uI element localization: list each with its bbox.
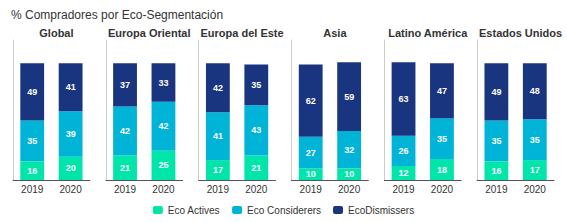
svg-text:21: 21 (120, 163, 130, 173)
svg-text:16: 16 (27, 166, 37, 176)
svg-text:47: 47 (437, 86, 447, 96)
svg-text:63: 63 (399, 94, 409, 104)
svg-text:41: 41 (213, 131, 223, 141)
svg-text:25: 25 (158, 160, 168, 170)
svg-text:32: 32 (344, 145, 354, 155)
svg-text:62: 62 (306, 96, 316, 106)
svg-text:Global: Global (39, 27, 73, 39)
svg-text:39: 39 (66, 129, 76, 139)
svg-text:2019: 2019 (114, 184, 137, 195)
svg-text:35: 35 (491, 136, 501, 146)
svg-text:42: 42 (158, 121, 168, 131)
svg-text:48: 48 (530, 86, 540, 96)
svg-text:35: 35 (27, 136, 37, 146)
svg-text:49: 49 (27, 87, 37, 97)
svg-text:43: 43 (251, 125, 261, 135)
svg-text:35: 35 (251, 80, 261, 90)
svg-text:2020: 2020 (338, 184, 361, 195)
svg-text:33: 33 (158, 78, 168, 88)
svg-text:Eco Actives: Eco Actives (168, 205, 220, 216)
svg-text:2019: 2019 (21, 184, 44, 195)
svg-text:2020: 2020 (152, 184, 175, 195)
svg-text:42: 42 (213, 83, 223, 93)
svg-text:12: 12 (399, 168, 409, 178)
svg-text:Asia: Asia (323, 27, 347, 39)
svg-text:2019: 2019 (300, 184, 323, 195)
svg-text:2019: 2019 (392, 184, 415, 195)
svg-text:2020: 2020 (431, 184, 454, 195)
svg-text:2019: 2019 (485, 184, 508, 195)
svg-text:Europa Oriental: Europa Oriental (108, 27, 191, 39)
svg-text:27: 27 (306, 148, 316, 158)
svg-text:2020: 2020 (60, 184, 83, 195)
svg-text:59: 59 (344, 92, 354, 102)
svg-text:Latino América: Latino América (388, 27, 468, 39)
svg-text:41: 41 (66, 82, 76, 92)
svg-text:2020: 2020 (245, 184, 268, 195)
svg-text:17: 17 (213, 165, 223, 175)
svg-text:17: 17 (530, 165, 540, 175)
svg-text:35: 35 (437, 134, 447, 144)
svg-text:2019: 2019 (207, 184, 230, 195)
svg-text:18: 18 (437, 165, 447, 175)
svg-text:10: 10 (344, 169, 354, 179)
svg-text:Eco Considerers: Eco Considerers (247, 205, 321, 216)
svg-text:Estados Unidos: Estados Unidos (479, 27, 562, 39)
svg-text:Europa del Este: Europa del Este (201, 27, 284, 39)
svg-text:EcoDismissers: EcoDismissers (348, 205, 414, 216)
svg-text:% Compradores por Eco-Segmenta: % Compradores por Eco-Segmentación (11, 8, 223, 22)
svg-text:26: 26 (399, 146, 409, 156)
svg-text:2020: 2020 (524, 184, 547, 195)
svg-text:42: 42 (120, 126, 130, 136)
svg-text:35: 35 (530, 135, 540, 145)
svg-text:10: 10 (306, 169, 316, 179)
svg-text:21: 21 (251, 163, 261, 173)
svg-text:16: 16 (491, 166, 501, 176)
svg-text:20: 20 (66, 163, 76, 173)
svg-text:49: 49 (491, 87, 501, 97)
svg-text:37: 37 (120, 80, 130, 90)
